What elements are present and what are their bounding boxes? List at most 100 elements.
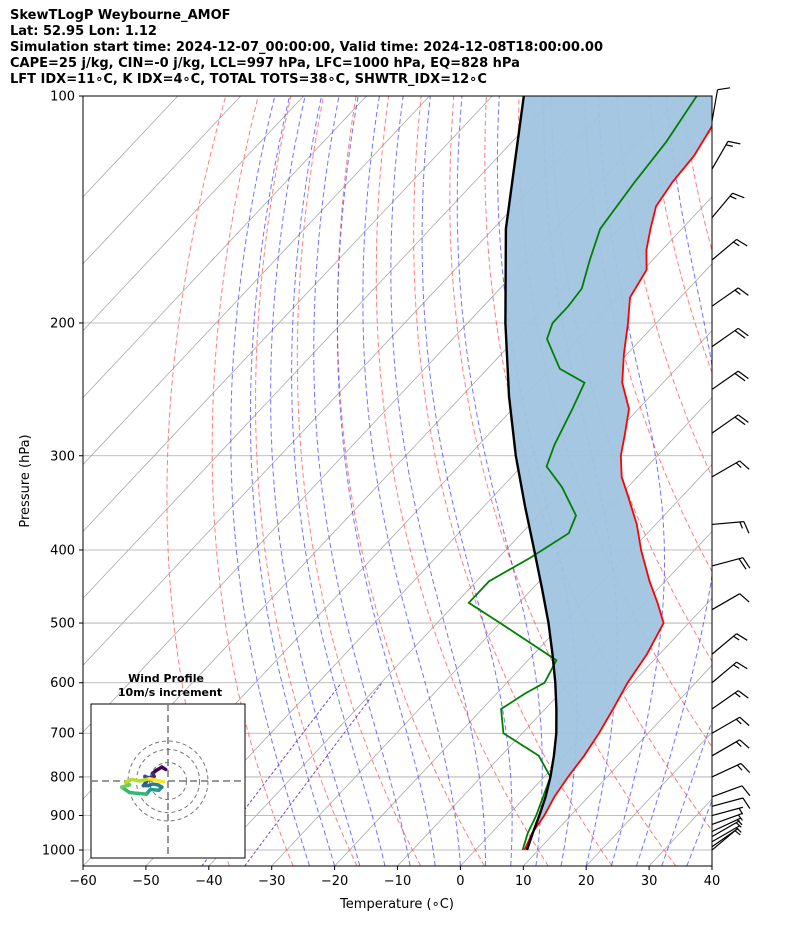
isotherm	[83, 96, 556, 599]
barb-flag	[737, 327, 749, 337]
profile-lines	[467, 96, 712, 851]
wind-barb	[711, 460, 750, 478]
moist-adiabat	[636, 96, 712, 866]
inset-title: Wind Profile	[128, 672, 204, 685]
barb-staff	[711, 820, 741, 838]
moist-adiabat	[230, 96, 310, 866]
wind-barb	[711, 593, 750, 611]
x-axis-label: Temperature (∘C)	[339, 897, 454, 912]
cape-region	[505, 96, 712, 850]
barb-half-flag	[729, 195, 737, 200]
moist-adiabat	[336, 96, 436, 866]
wind-barbs	[711, 87, 751, 851]
barb-flag	[739, 593, 750, 603]
wind-barb	[711, 785, 751, 798]
barb-staff	[711, 89, 719, 122]
isotherm	[83, 96, 493, 533]
barb-staff	[711, 327, 739, 348]
barb-flag	[734, 372, 746, 382]
x-tick-label: −60	[69, 874, 96, 889]
barb-staff	[711, 806, 744, 817]
barb-staff	[711, 593, 741, 611]
barb-half-flag	[736, 819, 743, 826]
isotherm	[145, 263, 712, 866]
barb-flag	[737, 370, 749, 380]
wind-barb	[711, 812, 743, 826]
wind-barb	[711, 690, 749, 710]
dry-adiabat	[211, 96, 294, 866]
barb-half-flag	[737, 814, 743, 821]
wind-barb	[711, 762, 751, 778]
barb-flag	[740, 763, 751, 774]
wind-barb	[711, 87, 731, 122]
wind-barb	[711, 806, 744, 817]
station-coords: Lat: 52.95 Lon: 1.12	[10, 24, 157, 39]
x-tick-label: −50	[132, 874, 159, 889]
barb-staff	[711, 716, 741, 734]
barb-staff	[711, 661, 737, 684]
moist-adiabat	[661, 719, 712, 866]
barb-flag	[737, 690, 749, 699]
isotherm	[83, 96, 304, 332]
isotherm	[83, 96, 241, 265]
parcel-line	[504, 96, 558, 851]
barb-flag	[737, 287, 749, 296]
dry-adiabat	[449, 96, 677, 866]
x-tick-label: 20	[578, 874, 595, 889]
barb-staff	[711, 762, 742, 778]
wind-barb	[711, 287, 749, 307]
isotherm	[334, 463, 712, 866]
isotherm	[397, 530, 712, 866]
barb-flag	[734, 416, 746, 426]
wind-barb	[711, 797, 751, 809]
y-tick-label: 800	[50, 770, 75, 785]
moist-adiabat	[686, 799, 712, 866]
wind-barb	[711, 820, 742, 838]
barb-half-flag	[733, 635, 740, 641]
y-tick-label: 300	[50, 449, 75, 464]
y-tick-label: 100	[50, 90, 75, 105]
wind-barb	[711, 370, 749, 390]
x-tick-label: 10	[515, 874, 532, 889]
barb-flag	[742, 797, 751, 809]
barb-flag	[734, 330, 746, 339]
chart-header: SkewTLogP Weybourne_AMOF Lat: 52.95 Lon:…	[10, 8, 603, 88]
y-tick-label: 500	[50, 617, 75, 632]
moist-adiabat	[313, 96, 411, 866]
barb-half-flag	[735, 827, 742, 833]
wind-barb	[711, 739, 750, 757]
y-tick-label: 200	[50, 316, 75, 331]
barb-half-flag	[733, 241, 740, 247]
barb-staff	[711, 414, 739, 434]
barb-flag	[736, 633, 748, 641]
barb-flag	[739, 739, 750, 749]
barb-staff	[711, 797, 744, 807]
stability-indices-2: LFT IDX=11∘C, K IDX=4∘C, TOTAL TOTS=38∘C…	[10, 72, 487, 87]
barb-staff	[711, 785, 743, 798]
wind-barb	[711, 661, 748, 684]
y-tick-label: 700	[50, 727, 75, 742]
barb-half-flag	[734, 830, 741, 836]
temperature-line	[523, 124, 712, 851]
dry-adiabat	[583, 96, 712, 573]
mixing-ratio-line	[244, 682, 383, 866]
barb-half-flag	[735, 462, 742, 469]
moist-adiabat	[291, 96, 386, 866]
barb-half-flag	[735, 822, 742, 828]
inset-subtitle: 10m/s increment	[118, 686, 222, 699]
barb-half-flag	[738, 807, 744, 815]
y-tick-label: 400	[50, 543, 75, 558]
moist-adiabat	[456, 96, 543, 866]
x-tick-label: −10	[384, 874, 411, 889]
y-tick-label: 1000	[42, 844, 75, 859]
stability-indices-1: CAPE=25 j/kg, CIN=-0 j/kg, LCL=997 hPa, …	[10, 56, 520, 71]
barb-staff	[711, 370, 739, 390]
barb-staff	[711, 287, 739, 307]
barb-staff	[711, 739, 741, 757]
barb-flag	[739, 716, 750, 727]
wind-barb	[711, 827, 741, 848]
x-tick-label: −40	[195, 874, 222, 889]
wind-barb	[711, 414, 749, 434]
wind-barb	[711, 825, 742, 843]
